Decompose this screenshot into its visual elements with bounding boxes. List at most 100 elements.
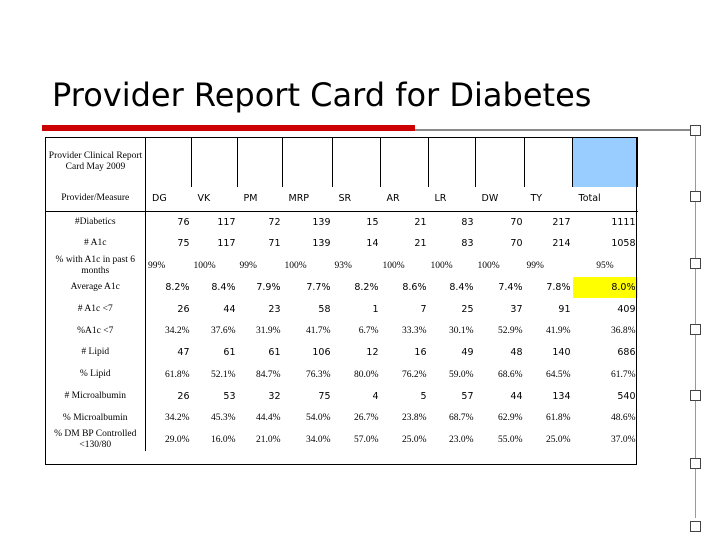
table-cell: 95% bbox=[596, 260, 614, 271]
table-cell: 41.7% bbox=[305, 326, 331, 337]
table-cell: 76.2% bbox=[401, 369, 427, 380]
table-cell: 61.8% bbox=[545, 413, 571, 424]
row-label: % Lipid bbox=[45, 363, 146, 386]
decor-square bbox=[690, 324, 701, 335]
table-cell: 44 bbox=[223, 303, 236, 315]
table-cell: 70 bbox=[510, 238, 523, 250]
table-cell: 68.7% bbox=[448, 413, 474, 424]
table-cell: 83 bbox=[461, 238, 474, 250]
table-cell: 7.4% bbox=[498, 281, 523, 293]
report-heading: Provider Clinical Report Card May 2009 bbox=[45, 137, 146, 187]
table-cell: 8.6% bbox=[402, 281, 427, 293]
table-cell: 64.5% bbox=[545, 369, 571, 380]
provider-code: Total bbox=[572, 187, 638, 212]
table-cell: 37 bbox=[510, 303, 523, 315]
table-cell: 100% bbox=[284, 260, 307, 271]
table-cell: 1 bbox=[372, 303, 379, 315]
decor-square bbox=[690, 191, 701, 202]
table-cell: 52.9% bbox=[497, 326, 523, 337]
table-cell: 47 bbox=[177, 347, 190, 359]
table-cell: 409 bbox=[617, 303, 636, 315]
table-cell: 57 bbox=[461, 390, 474, 402]
table-row: # Microalbumin 26 53 32 75 4 5 57 44 134 540 bbox=[45, 385, 638, 408]
table-cell: 37.0% bbox=[610, 435, 636, 446]
table-row: % Lipid 61.8% 52.1% 84.7% 76.3% 80.0% 76.2% 59.… bbox=[45, 363, 638, 386]
row-label: # A1c bbox=[45, 232, 146, 255]
table-cell: 99% bbox=[239, 260, 257, 271]
row-label: #Diabetics bbox=[45, 211, 146, 233]
table-cell: 25 bbox=[461, 303, 474, 315]
table-cell: 117 bbox=[217, 216, 236, 228]
table-cell: 45.3% bbox=[210, 413, 236, 424]
provider-code: MRP bbox=[282, 187, 333, 212]
row-label: # A1c <7 bbox=[45, 298, 146, 321]
row-label: % DM BP Controlled <130/80 bbox=[45, 429, 146, 452]
total-header-cell bbox=[572, 137, 638, 187]
table-row: % with A1c in past 6 months 99% 100% 99% 100… bbox=[45, 254, 638, 277]
table-cell: 44.4% bbox=[255, 413, 281, 424]
table-cell: 61.8% bbox=[164, 369, 190, 380]
row-label: # Microalbumin bbox=[45, 385, 146, 408]
table-cell: 58 bbox=[318, 303, 331, 315]
table-cell: 23 bbox=[268, 303, 281, 315]
table-cell: 15 bbox=[366, 216, 379, 228]
table-cell: 57.0% bbox=[353, 435, 379, 446]
table-cell: 55.0% bbox=[497, 435, 523, 446]
table-cell: 34.2% bbox=[164, 413, 190, 424]
table-cell: 48.6% bbox=[610, 413, 636, 424]
table-cell: 7.9% bbox=[256, 281, 281, 293]
table-cell: 8.0% bbox=[572, 276, 638, 299]
table-cell: 71 bbox=[268, 238, 281, 250]
table-cell: 5 bbox=[420, 390, 427, 402]
table-cell: 26 bbox=[177, 390, 190, 402]
table-cell: 25.0% bbox=[545, 435, 571, 446]
table-cell: 1058 bbox=[611, 238, 636, 250]
table-cell: 36.8% bbox=[610, 326, 636, 337]
table-cell: 72 bbox=[268, 216, 281, 228]
table-cell: 62.9% bbox=[497, 413, 523, 424]
table-cell: 91 bbox=[558, 303, 571, 315]
row-label: % Microalbumin bbox=[45, 407, 146, 430]
table-cell: 33.3% bbox=[401, 326, 427, 337]
table-row: Average A1c 8.2% 8.4% 7.9% 7.7% 8.2% 8.6% 8.4% 7… bbox=[45, 276, 638, 299]
table-cell: 100% bbox=[382, 260, 405, 271]
decor-square bbox=[690, 390, 701, 401]
table-cell: 34.2% bbox=[164, 326, 190, 337]
provider-code: PM bbox=[237, 187, 283, 212]
table-cell: 7.8% bbox=[546, 281, 571, 293]
table-cell: 75 bbox=[177, 238, 190, 250]
table-cell: 80.0% bbox=[353, 369, 379, 380]
table-cell: 686 bbox=[617, 347, 636, 359]
table-cell: 12 bbox=[366, 347, 379, 359]
table-cell: 117 bbox=[217, 238, 236, 250]
row-label: # Lipid bbox=[45, 341, 146, 364]
provider-code: SR bbox=[332, 187, 381, 212]
table-cell: 54.0% bbox=[305, 413, 331, 424]
table-row: # A1c <7 26 44 23 58 1 7 25 37 91 409 bbox=[45, 298, 638, 321]
provider-code: DG bbox=[145, 187, 192, 212]
table-cell: 214 bbox=[552, 238, 571, 250]
table-cell: 32 bbox=[268, 390, 281, 402]
table-cell: 44 bbox=[510, 390, 523, 402]
table-cell: 8.4% bbox=[211, 281, 236, 293]
table-cell: 59.0% bbox=[448, 369, 474, 380]
table-cell: 8.4% bbox=[449, 281, 474, 293]
table-cell: 25.0% bbox=[401, 435, 427, 446]
table-cell: 1111 bbox=[611, 216, 636, 228]
table-cell: 68.6% bbox=[497, 369, 523, 380]
decor-square bbox=[690, 521, 701, 532]
table-cell: 217 bbox=[552, 216, 571, 228]
table-cell: 30.1% bbox=[448, 326, 474, 337]
table-cell: 4 bbox=[372, 390, 379, 402]
table-cell: 31.9% bbox=[255, 326, 281, 337]
decor-square bbox=[690, 258, 701, 269]
table-cell: 26.7% bbox=[353, 413, 379, 424]
provider-code: DW bbox=[475, 187, 525, 212]
table-cell: 99% bbox=[148, 260, 166, 271]
row-label: % with A1c in past 6 months bbox=[45, 254, 146, 277]
measure-header: Provider/Measure bbox=[45, 187, 146, 212]
table-cell: 34.0% bbox=[305, 435, 331, 446]
table-cell: 26 bbox=[177, 303, 190, 315]
table-cell: 134 bbox=[552, 390, 571, 402]
table-cell: 41.9% bbox=[545, 326, 571, 337]
